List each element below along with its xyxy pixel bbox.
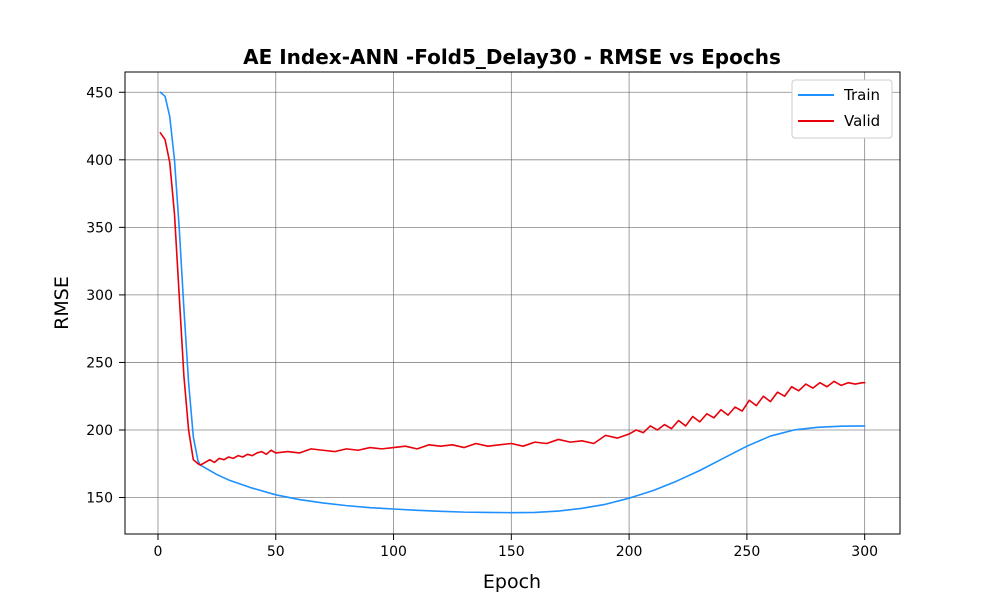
x-tick-label-300: 300 — [851, 544, 878, 560]
series-line-valid — [159, 131, 866, 466]
y-tick-label-250: 250 — [86, 355, 113, 371]
series-line-train — [159, 91, 866, 514]
y-axis-label: RMSE — [51, 276, 73, 330]
x-tick-label-200: 200 — [616, 544, 643, 560]
y-tick-label-350: 350 — [86, 220, 113, 236]
y-tick-label-300: 300 — [86, 288, 113, 304]
legend-label-train: Train — [843, 86, 880, 104]
y-tick-label-450: 450 — [86, 85, 113, 101]
x-axis-label: Epoch — [483, 571, 541, 593]
ticks: 0 50 100 150 200 250 300 150 200 250 300 350 400 450 — [86, 85, 878, 560]
series-layer — [159, 91, 866, 514]
plot-frame — [124, 71, 901, 535]
y-tick-label-200: 200 — [86, 423, 113, 439]
x-tick-label-150: 150 — [498, 544, 525, 560]
x-tick-label-50: 50 — [267, 544, 285, 560]
grid — [125, 72, 900, 534]
x-tick-label-250: 250 — [734, 544, 761, 560]
y-tick-label-150: 150 — [86, 491, 113, 507]
legend: Train Valid — [791, 79, 893, 139]
y-tick-label-400: 400 — [86, 153, 113, 169]
x-tick-label-100: 100 — [380, 544, 407, 560]
chart-title: AE Index-ANN -Fold5_Delay30 - RMSE vs Ep… — [243, 45, 781, 69]
x-tick-label-0: 0 — [154, 544, 163, 560]
legend-label-valid: Valid — [844, 112, 880, 130]
